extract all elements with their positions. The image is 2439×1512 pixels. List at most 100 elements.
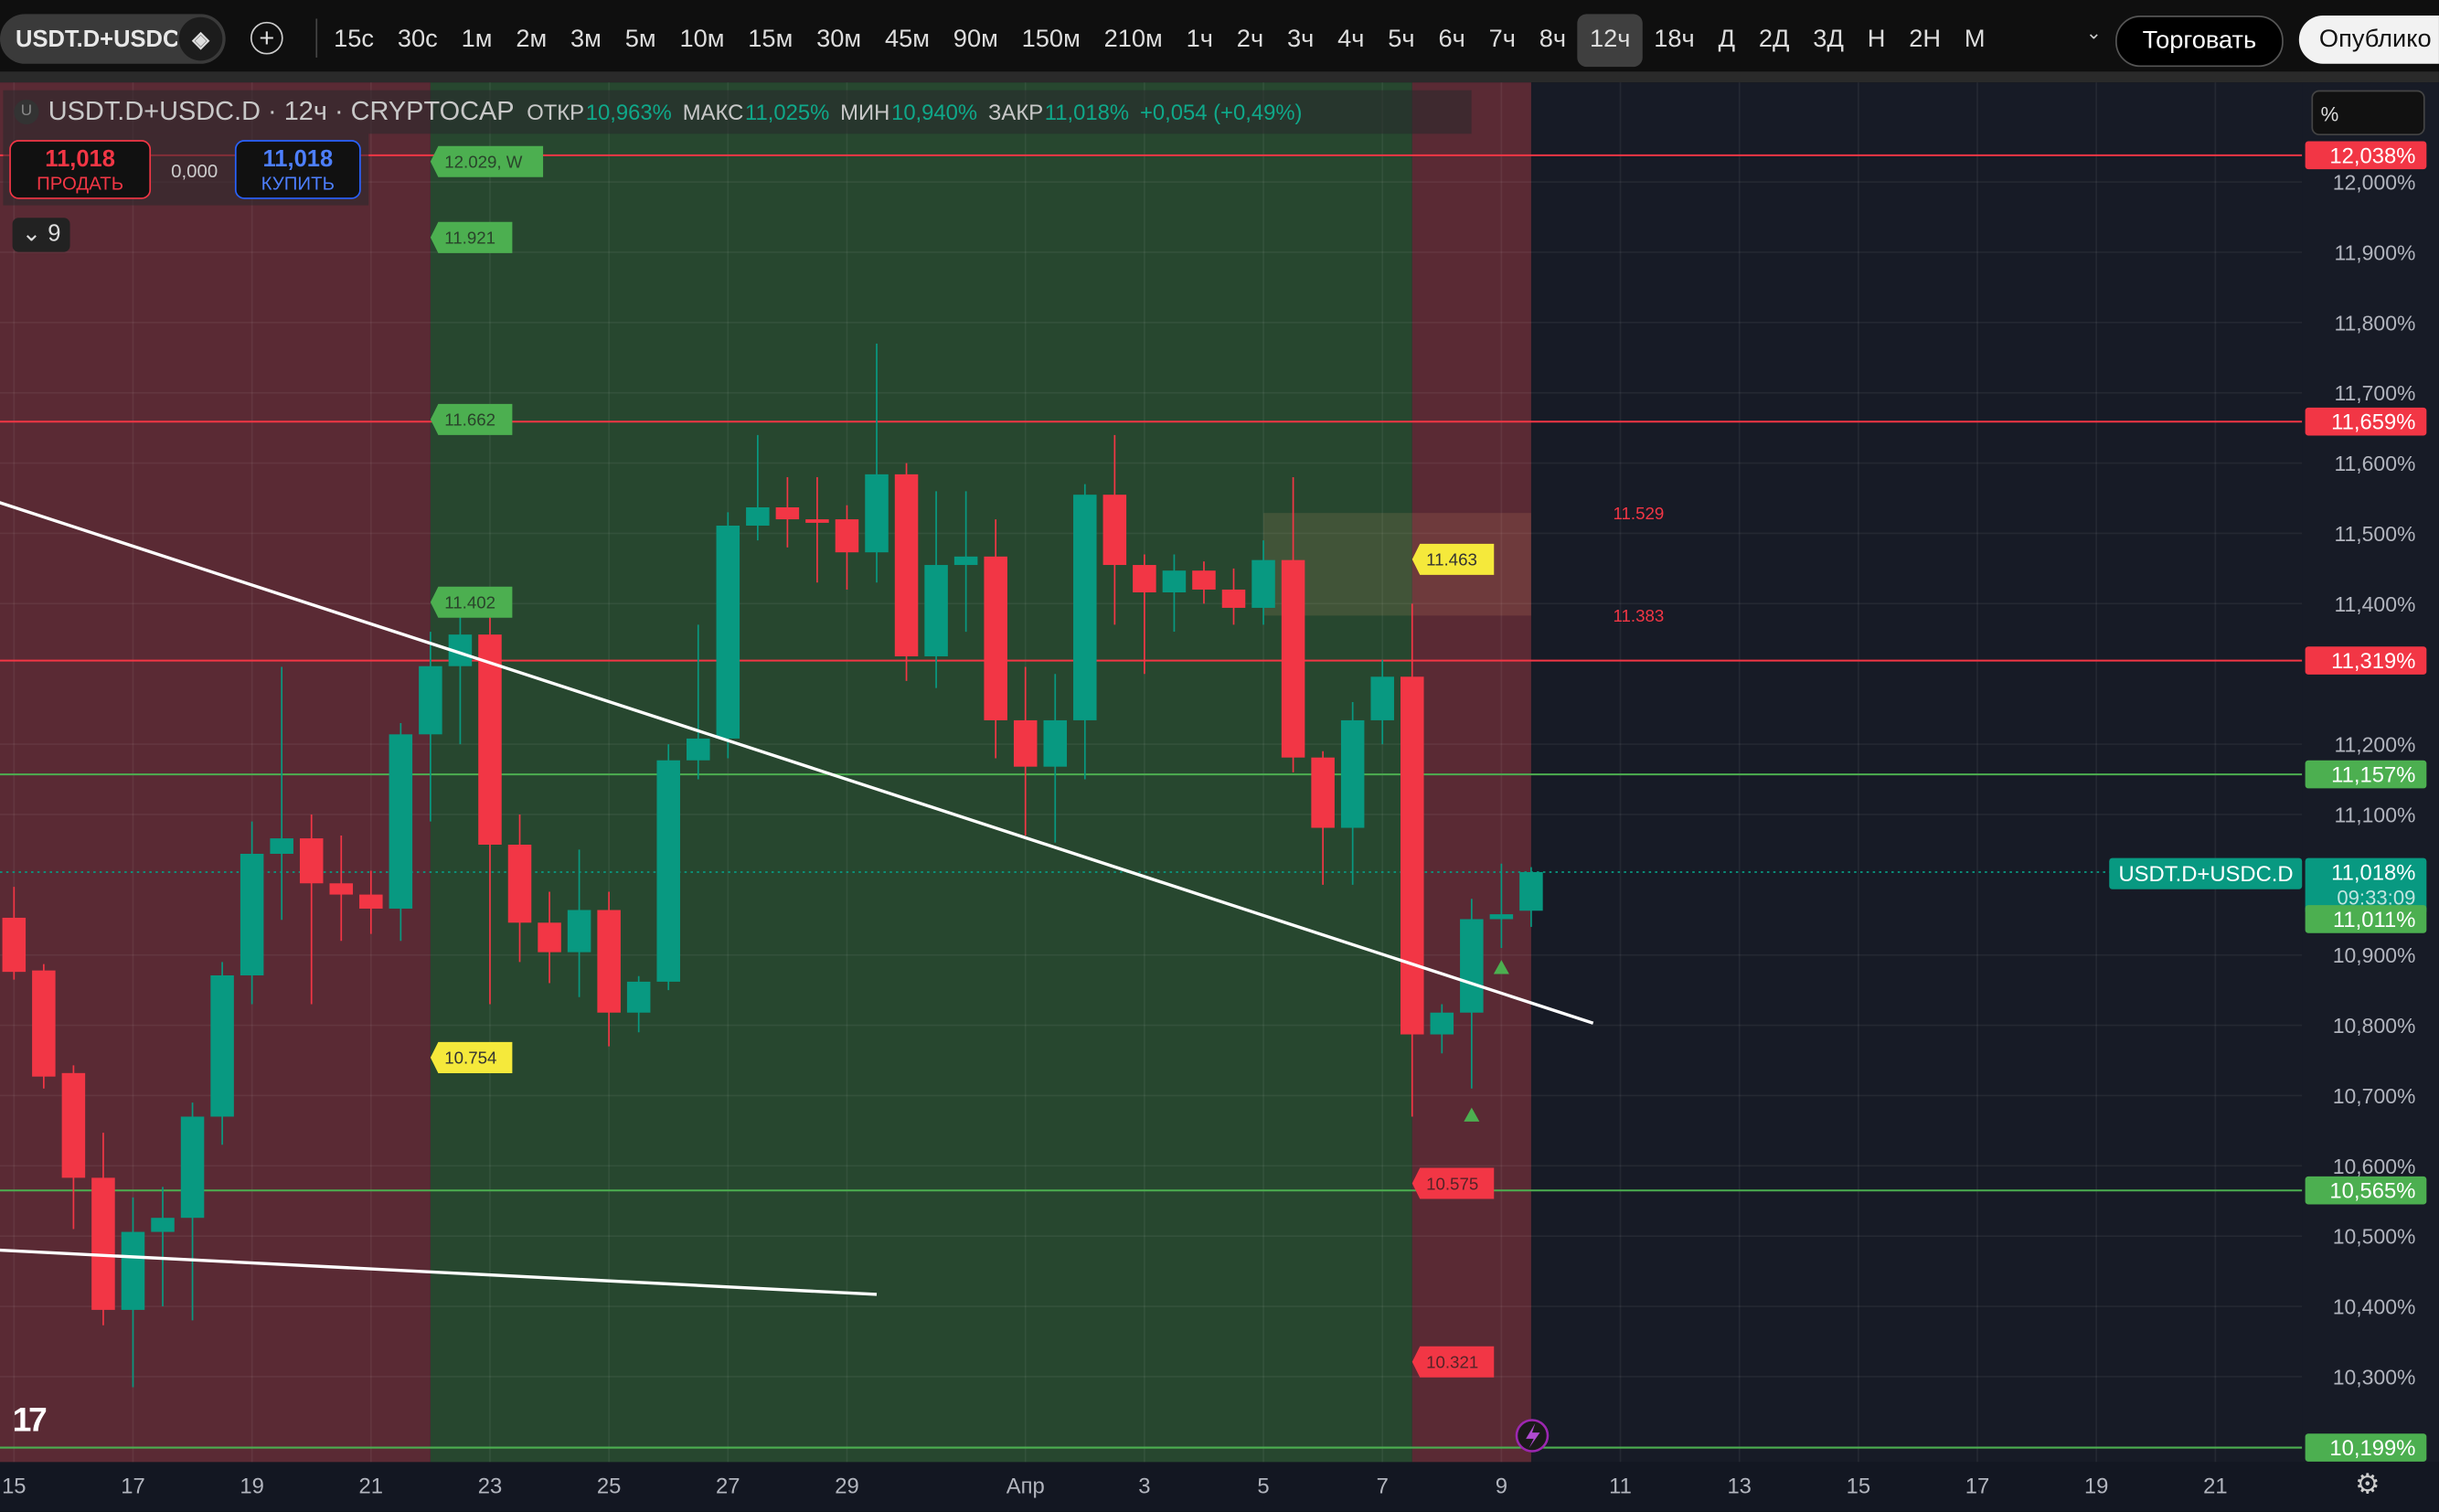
price-label-red <box>2305 141 2427 170</box>
sell-label: ПРОДАТЬ <box>37 172 124 195</box>
price-flag-label: 10.575 <box>1426 1174 1478 1193</box>
high-label: МАКС <box>682 99 744 125</box>
timeframe-4[interactable]: 3м <box>570 26 602 53</box>
compare-add-icon[interactable]: + <box>250 21 283 55</box>
timeframe-25[interactable]: 3Д <box>1813 26 1844 53</box>
price-axis-tick: 10,500% <box>2333 1225 2416 1249</box>
candle <box>1251 540 1275 625</box>
close-label: ЗАКР <box>988 99 1044 125</box>
timeframe-26[interactable]: Н <box>1867 26 1886 53</box>
timeframe-27[interactable]: 2Н <box>1909 26 1942 53</box>
candle-body <box>1192 570 1216 590</box>
candle <box>538 891 561 984</box>
timeframe-14[interactable]: 2ч <box>1236 26 1264 53</box>
candle <box>924 491 948 688</box>
timeframe-19[interactable]: 7ч <box>1488 26 1516 53</box>
candle-body <box>1519 871 1543 911</box>
timeframe-24[interactable]: 2Д <box>1758 26 1790 53</box>
candle-body <box>1430 1012 1454 1035</box>
timeframe-2[interactable]: 1м <box>461 26 493 53</box>
symbol-logo-icon: U <box>14 99 39 125</box>
timeframe-23[interactable]: Д <box>1718 26 1736 53</box>
candle-body <box>686 738 710 761</box>
scale-mode-field[interactable]: % <box>2311 90 2425 136</box>
candle <box>507 814 532 963</box>
time-axis-tick: 17 <box>121 1474 145 1498</box>
symbol-search-button[interactable]: USDT.D+USDC.D ◈ <box>0 14 226 64</box>
gear-icon[interactable]: ⚙ <box>2355 1468 2380 1500</box>
candle <box>1340 701 1365 885</box>
timeframe-5[interactable]: 5м <box>624 26 656 53</box>
buy-label: КУПИТЬ <box>261 172 335 195</box>
candle <box>1400 603 1424 1117</box>
divider <box>0 71 2439 83</box>
price-axis-tick: 11,800% <box>2334 311 2415 335</box>
candle <box>1370 659 1394 745</box>
candle <box>2 887 27 980</box>
price-flag-green <box>430 145 544 177</box>
timeframe-7[interactable]: 15м <box>748 26 793 53</box>
time-axis-tick: 17 <box>1965 1474 1990 1498</box>
candle-body <box>1221 589 1246 608</box>
timeframe-16[interactable]: 4ч <box>1337 26 1365 53</box>
timeframe-1[interactable]: 30с <box>397 26 438 53</box>
candle <box>953 491 978 633</box>
timeframe-0[interactable]: 15с <box>334 26 375 53</box>
candle-body <box>1073 495 1097 720</box>
candle-body <box>210 974 234 1117</box>
timeframe-15[interactable]: 3ч <box>1286 26 1315 53</box>
timeframe-28[interactable]: М <box>1964 26 1986 53</box>
timeframe-13[interactable]: 1ч <box>1186 26 1213 53</box>
candle-body <box>419 665 442 735</box>
candle-body <box>121 1231 145 1310</box>
candle-body <box>953 556 978 566</box>
candle-body <box>1251 559 1275 608</box>
timeframe-12[interactable]: 210м <box>1103 26 1163 53</box>
chevron-down-icon[interactable]: ⌄ <box>2085 21 2102 44</box>
timeframe-3[interactable]: 2м <box>516 26 548 53</box>
timeframe-17[interactable]: 5ч <box>1388 26 1415 53</box>
candle <box>805 476 829 583</box>
trade-button[interactable]: Торговать <box>2115 16 2284 68</box>
timeframe-21[interactable]: 12ч <box>1578 14 1643 68</box>
candle-body <box>32 970 56 1077</box>
timeframe-10[interactable]: 90м <box>953 26 998 53</box>
timeframe-22[interactable]: 18ч <box>1654 26 1695 53</box>
candle <box>180 1102 205 1321</box>
candle <box>1133 554 1156 675</box>
alert-diamond-icon[interactable]: ◈ <box>178 16 223 61</box>
price-flag-yellow <box>1411 543 1495 575</box>
candle <box>1162 554 1187 633</box>
price-label-green <box>2305 1176 2427 1205</box>
price-label-green-text: 10,565% <box>2329 1179 2415 1204</box>
candle <box>448 603 473 745</box>
indicators-count: 9 <box>48 220 61 248</box>
publish-button[interactable]: Опублико <box>2298 16 2439 64</box>
candle <box>151 1187 175 1307</box>
timeframe-18[interactable]: 6ч <box>1438 26 1465 53</box>
candle <box>1192 561 1216 604</box>
buy-button[interactable]: 11,018 КУПИТЬ <box>234 140 361 199</box>
candle <box>1311 751 1335 885</box>
open-label: ОТКР <box>527 99 585 125</box>
timeframe-11[interactable]: 150м <box>1021 26 1081 53</box>
candle-body <box>180 1116 205 1219</box>
candle-body <box>151 1218 175 1232</box>
sell-button[interactable]: 11,018 ПРОДАТЬ <box>9 140 152 199</box>
timeframe-6[interactable]: 10м <box>679 26 725 53</box>
indicators-toggle[interactable]: ⌄ 9 <box>12 218 70 252</box>
candle-body <box>1013 719 1038 767</box>
price-axis-tick: 10,900% <box>2333 943 2416 967</box>
timeframe-8[interactable]: 30м <box>816 26 862 53</box>
timeframe-20[interactable]: 8ч <box>1539 26 1567 53</box>
price-label-red-text: 11,319% <box>2331 649 2415 674</box>
price-flag-label: 10.754 <box>444 1049 496 1068</box>
price-label-red-text: 11,659% <box>2331 410 2415 435</box>
sell-price: 11,018 <box>45 145 115 173</box>
timeframe-9[interactable]: 45м <box>884 26 930 53</box>
candle-body <box>567 910 591 953</box>
candle <box>1013 666 1038 836</box>
price-axis-tick: 11,900% <box>2334 240 2415 264</box>
candle-body <box>597 910 621 1013</box>
